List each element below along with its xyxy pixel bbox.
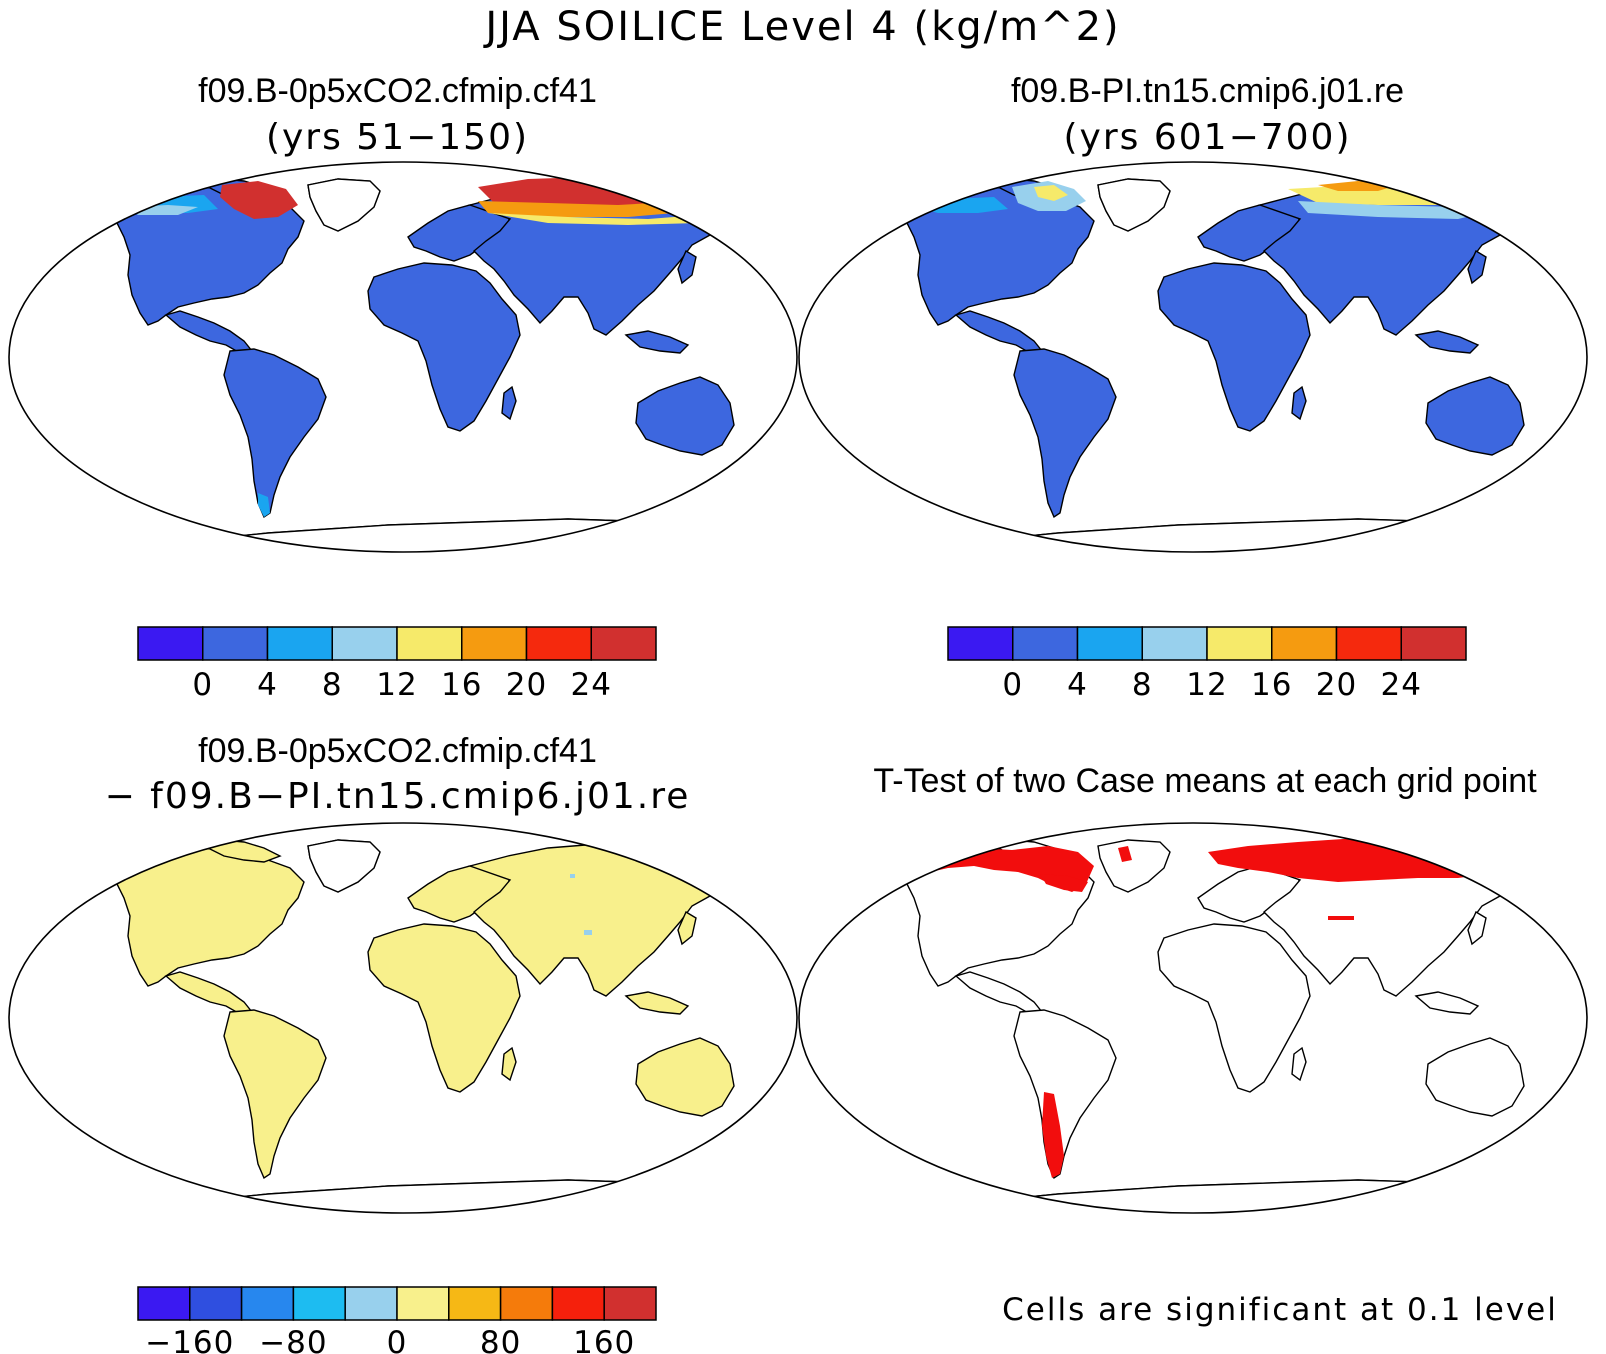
panel1-map xyxy=(8,161,798,553)
colorbar-tick-label: 4 xyxy=(257,667,278,703)
colorbar-tick-label: 0 xyxy=(1002,667,1023,703)
asia-lightblue-cell xyxy=(570,874,575,878)
patagonia-cyan xyxy=(258,493,270,517)
panel3-colorbar: −160 −80 0 80 160 xyxy=(137,1286,657,1354)
greenland-significant xyxy=(1118,846,1132,862)
colorbar-tick-label: −160 xyxy=(145,1325,234,1354)
central-asia-significant xyxy=(1328,916,1354,920)
map-border xyxy=(798,822,1588,1214)
hudson-significant xyxy=(1040,874,1088,892)
colorbar-tick-label: 8 xyxy=(1132,667,1153,703)
colorbar-swatch xyxy=(461,626,528,661)
panel1-colorbar: 0 4 8 12 16 20 24 xyxy=(137,626,657,703)
colorbar-swatch xyxy=(240,1286,295,1321)
panel1-subtitle: (yrs 51−150) xyxy=(265,117,530,158)
siberia-yellow xyxy=(1288,183,1488,205)
colorbar-swatch xyxy=(266,626,333,661)
colorbar-tick-label: 80 xyxy=(480,1325,521,1354)
panel2-map xyxy=(798,161,1588,553)
panel3-map xyxy=(8,822,798,1214)
colorbar-swatch xyxy=(1335,626,1402,661)
colorbar-swatch xyxy=(551,1286,605,1321)
colorbar-swatch xyxy=(1271,626,1338,661)
colorbar-swatch xyxy=(603,1286,657,1321)
colorbar-swatch xyxy=(202,626,269,661)
patagonia-significant xyxy=(1042,1092,1064,1178)
colorbar-tick-label: 12 xyxy=(376,667,417,703)
colorbar-swatch xyxy=(292,1286,346,1321)
tibet-lightblue-cell xyxy=(584,930,592,935)
colorbar-tick-label: 16 xyxy=(1251,667,1292,703)
colorbar-tick-label: 24 xyxy=(571,667,612,703)
panel4-title: T-Test of two Case means at each grid po… xyxy=(873,762,1537,800)
panel4-map xyxy=(798,822,1588,1214)
map-border xyxy=(798,161,1588,553)
colorbar-tick-label: 20 xyxy=(506,667,547,703)
colorbar-tick-label: 0 xyxy=(192,667,213,703)
colorbar-swatch xyxy=(1206,626,1273,661)
colorbar-swatch xyxy=(396,626,463,661)
panel3-subtitle: − f09.B−PI.tn15.cmip6.j01.re xyxy=(104,776,691,817)
canada-arctic-yellow xyxy=(1034,185,1068,201)
colorbar-tick-label: 8 xyxy=(322,667,343,703)
colorbar-tick-label: 20 xyxy=(1316,667,1357,703)
siberia-yellow-band xyxy=(488,213,700,225)
colorbar-swatch xyxy=(590,626,657,661)
colorbar-tick-label: 12 xyxy=(1186,667,1227,703)
colorbar-swatch xyxy=(1012,626,1079,661)
colorbar-swatch xyxy=(137,1286,191,1321)
colorbar-swatch xyxy=(396,1286,450,1321)
colorbar-swatch xyxy=(525,626,592,661)
panel3-title: f09.B-0p5xCO2.cfmip.cf41 xyxy=(198,732,597,770)
main-title: JJA SOILICE Level 4 (kg/m^2) xyxy=(485,4,1121,50)
colorbar-swatch xyxy=(1141,626,1208,661)
colorbar-swatch xyxy=(448,1286,502,1321)
map-border xyxy=(8,161,798,553)
significance-footnote: Cells are significant at 0.1 level xyxy=(1002,1292,1558,1328)
panel2-subtitle: (yrs 601−700) xyxy=(1063,117,1352,158)
colorbar-swatch xyxy=(331,626,398,661)
canada-arctic-high xyxy=(220,181,298,219)
colorbar-swatch xyxy=(499,1286,554,1321)
colorbar-swatch xyxy=(1076,626,1143,661)
colorbar-tick-label: −80 xyxy=(259,1325,327,1354)
panel1-title: f09.B-0p5xCO2.cfmip.cf41 xyxy=(198,72,597,110)
colorbar-swatch xyxy=(137,626,204,661)
colorbar-swatch xyxy=(344,1286,398,1321)
colorbar-swatch xyxy=(947,626,1014,661)
alaska-cyan xyxy=(908,197,1008,213)
panel2-colorbar: 0 4 8 12 16 20 24 xyxy=(947,626,1467,703)
colorbar-tick-label: 160 xyxy=(573,1325,635,1354)
colorbar-tick-label: 24 xyxy=(1381,667,1422,703)
colorbar-swatch xyxy=(189,1286,243,1321)
colorbar-swatch xyxy=(1400,626,1467,661)
colorbar-tick-label: 0 xyxy=(387,1325,408,1354)
panel2-title: f09.B-PI.tn15.cmip6.j01.re xyxy=(1010,72,1405,110)
siberia-orange-band xyxy=(478,201,698,217)
siberia-lightblue xyxy=(1298,201,1492,219)
map-border xyxy=(8,822,798,1214)
colorbar-tick-label: 4 xyxy=(1067,667,1088,703)
colorbar-tick-label: 16 xyxy=(441,667,482,703)
